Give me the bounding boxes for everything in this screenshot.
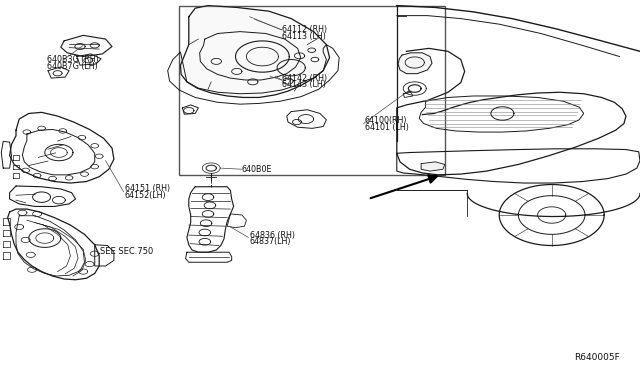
Text: 64152(LH): 64152(LH)	[125, 191, 166, 200]
Text: R640005F: R640005F	[574, 353, 620, 362]
Text: 640B0E: 640B0E	[242, 165, 273, 174]
Text: 64142 (RH): 64142 (RH)	[282, 74, 327, 83]
Polygon shape	[180, 6, 330, 97]
Text: 64101 (LH): 64101 (LH)	[365, 123, 409, 132]
Bar	[179, 6, 445, 175]
Text: 64151 (RH): 64151 (RH)	[125, 185, 170, 193]
Polygon shape	[61, 35, 112, 57]
Text: 64837(LH): 64837(LH)	[250, 237, 291, 246]
Polygon shape	[398, 53, 432, 74]
Text: SEE SEC.750: SEE SEC.750	[100, 247, 154, 256]
Text: 64143 (LH): 64143 (LH)	[282, 80, 326, 89]
Text: 640B7G (LH): 640B7G (LH)	[47, 62, 97, 71]
Text: 64836 (RH): 64836 (RH)	[250, 231, 294, 240]
Polygon shape	[421, 162, 445, 171]
Text: 64113 (LH): 64113 (LH)	[282, 32, 326, 41]
Text: 64112 (RH): 64112 (RH)	[282, 25, 327, 34]
Text: 64100(RH): 64100(RH)	[365, 116, 407, 125]
Text: 640B3G (RH): 640B3G (RH)	[47, 55, 99, 64]
